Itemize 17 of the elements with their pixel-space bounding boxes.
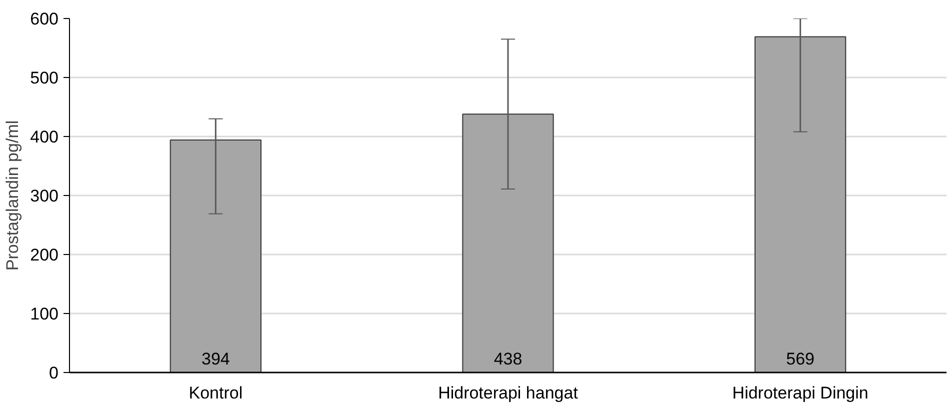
y-tick-label: 100 [30, 304, 59, 324]
y-tick-label: 200 [30, 246, 59, 264]
data-label: 569 [786, 350, 815, 368]
y-tick-label: 300 [30, 186, 59, 206]
y-tick-label: 0 [49, 364, 59, 382]
bar [170, 140, 262, 372]
x-tick-label: Hidroterapi Dingin [732, 384, 868, 402]
y-tick-label: 500 [30, 68, 59, 88]
y-axis-title: Prostaglandin pg/ml [3, 120, 22, 271]
x-tick-label: Kontrol [188, 384, 243, 402]
data-label: 394 [201, 350, 230, 368]
x-tick-label: Hidroterapi hangat [438, 384, 578, 402]
bar [462, 114, 554, 372]
bar [754, 36, 846, 372]
data-label: 438 [494, 350, 522, 368]
y-tick-label: 600 [30, 10, 59, 28]
y-tick-label: 400 [30, 128, 59, 146]
